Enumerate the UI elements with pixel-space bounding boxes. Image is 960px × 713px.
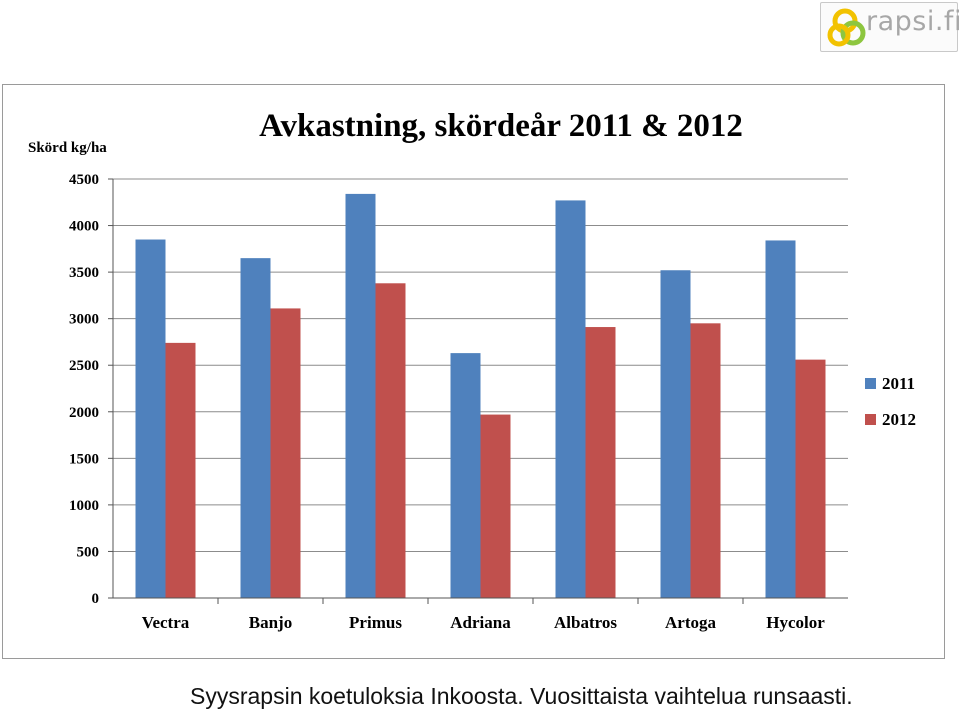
legend-label: 2012 (882, 410, 916, 429)
legend-label: 2011 (882, 374, 915, 393)
x-category-label: Albatros (554, 613, 617, 632)
x-category-label: Artoga (665, 613, 716, 632)
y-tick-label: 1000 (69, 498, 99, 514)
y-tick-label: 0 (92, 591, 100, 607)
chart-frame: Avkastning, skördeår 2011 & 2012 Skörd k… (2, 84, 945, 659)
bar-2011-primus (345, 193, 376, 599)
bar-2012-adriana (480, 414, 511, 598)
y-tick-labels: 0 500 1000 1500 2000 2500 3000 3500 4000 4500 (69, 172, 99, 607)
y-tick-label: 3000 (69, 312, 99, 328)
y-axis-label: Skörd kg/ha (28, 140, 107, 156)
bar-2012-primus (375, 283, 406, 598)
y-tick-label: 4500 (69, 172, 99, 188)
x-category-label: Adriana (450, 613, 511, 632)
bar-2011-albatros (555, 200, 586, 598)
legend: 2011 2012 (865, 374, 916, 429)
logo-text: rapsi.fi (866, 6, 960, 37)
y-tick-label: 3500 (69, 265, 99, 281)
y-tick-label: 500 (77, 544, 100, 560)
bar-2011-banjo (240, 258, 271, 598)
chart-title: Avkastning, skördeår 2011 & 2012 (259, 108, 743, 144)
bar-2011-vectra (135, 239, 166, 598)
bar-2011-adriana (450, 353, 481, 598)
legend-swatch-2011 (865, 378, 876, 389)
bar-2012-hycolor (795, 359, 826, 598)
y-tick-label: 4000 (69, 219, 99, 235)
x-category-label: Hycolor (766, 613, 825, 632)
y-tick-label: 2000 (69, 405, 99, 421)
x-category-label: Banjo (249, 613, 292, 632)
bar-2011-artoga (660, 270, 691, 598)
bar-2011-hycolor (765, 240, 796, 598)
x-category-label: Vectra (142, 613, 190, 632)
legend-swatch-2012 (865, 414, 876, 425)
x-category-labels: Vectra Banjo Primus Adriana Albatros Artoga Hy… (142, 598, 825, 632)
bar-2012-albatros (585, 327, 616, 598)
rapsi-logo[interactable] (820, 2, 958, 52)
bar-2012-vectra (165, 342, 196, 598)
bars (135, 193, 826, 599)
slide-caption: Syysrapsin koetuloksia Inkoosta. Vuositt… (190, 683, 853, 709)
y-tick-label: 1500 (69, 451, 99, 467)
bar-chart: Avkastning, skördeår 2011 & 2012 Skörd k… (28, 108, 916, 632)
x-category-label: Primus (349, 613, 402, 632)
bar-2012-banjo (270, 308, 301, 598)
bar-2012-artoga (690, 323, 721, 598)
rapsi-logo-icon (827, 8, 866, 47)
y-tick-label: 2500 (69, 358, 99, 374)
